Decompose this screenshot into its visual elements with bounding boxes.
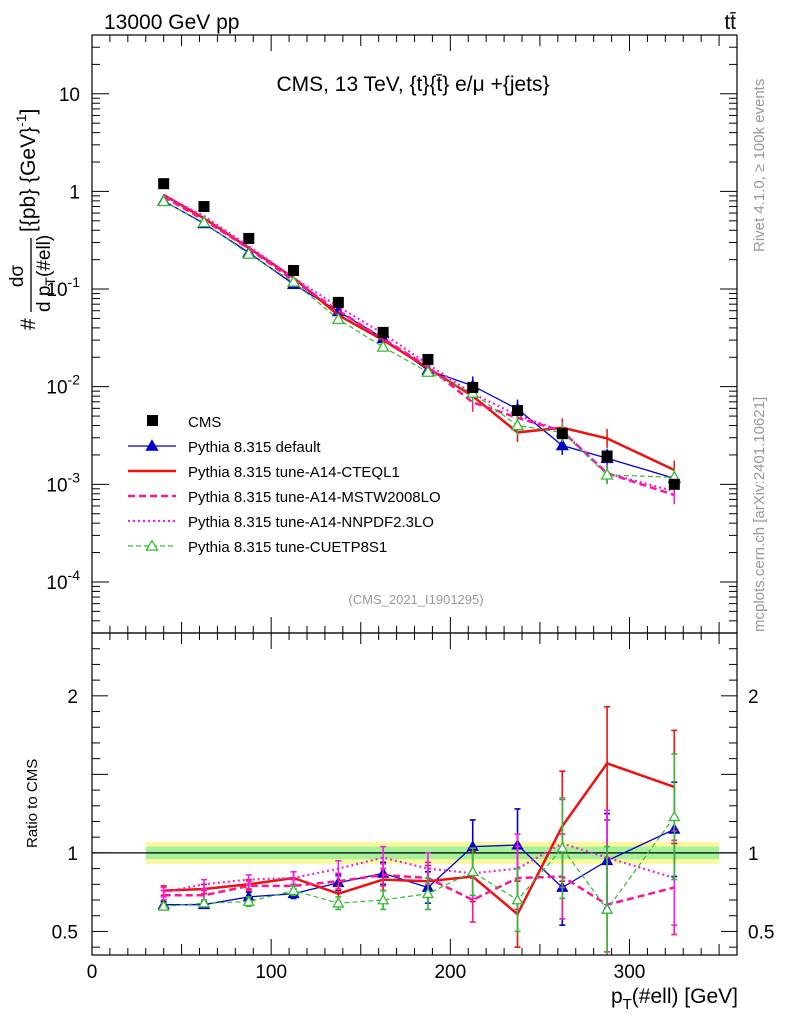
main-series-marker-5 bbox=[376, 340, 390, 352]
legend-label-3: Pythia 8.315 tune-A14-MSTW2008LO bbox=[188, 489, 441, 506]
svg-text:d pT(#ell): d pT(#ell) bbox=[34, 235, 58, 312]
main-series-line-5 bbox=[163, 200, 675, 478]
ratio-marker-4 bbox=[332, 896, 345, 908]
y-tick-label-ratio-right: 0.5 bbox=[748, 922, 774, 943]
y-tick-label-ratio-left: 1 bbox=[67, 844, 78, 865]
y-tick-label-main: 10-1 bbox=[46, 274, 80, 301]
ratio-marker-4 bbox=[511, 893, 524, 905]
ratio-marker-4 bbox=[421, 887, 435, 899]
ratio-marker-4 bbox=[242, 895, 255, 906]
y-axis-label-ratio: Ratio to CMS bbox=[24, 759, 41, 848]
main-series-marker-1 bbox=[555, 438, 569, 451]
axis-ticks: 0 100 200 300 10-4 10-3 10-2 10-1 1 10 0.5 0.5 1 1 2 2 bbox=[46, 34, 774, 983]
ratio-series-line-3 bbox=[163, 842, 675, 894]
ratio-panel-data bbox=[157, 706, 681, 955]
y-axis-label-main: # dσ d pT(#ell) [{pb} {GeV}-1] bbox=[7, 109, 58, 330]
ratio-marker-4 bbox=[600, 903, 614, 914]
legend-label-0: CMS bbox=[188, 414, 221, 431]
cms-data-point bbox=[198, 201, 210, 213]
y-tick-label-main: 10-2 bbox=[46, 372, 80, 399]
x-tick-label: 0 bbox=[87, 962, 98, 983]
x-tick-label: 100 bbox=[255, 962, 287, 983]
cms-data-point bbox=[158, 178, 170, 190]
main-series-marker-5 bbox=[197, 215, 211, 228]
svg-text:pT(#ell) [GeV]: pT(#ell) [GeV] bbox=[611, 985, 738, 1013]
legend-label-1: Pythia 8.315 default bbox=[188, 439, 321, 456]
cms-data-point bbox=[332, 296, 344, 308]
cms-data-point bbox=[243, 232, 255, 244]
x-tick-label: 300 bbox=[614, 962, 646, 983]
ratio-panel-frame bbox=[91, 632, 738, 956]
process-label: tt̄ bbox=[724, 11, 736, 34]
ratio-series-line-0 bbox=[163, 828, 675, 906]
main-series-marker-5 bbox=[157, 194, 171, 207]
x-tick-label: 200 bbox=[434, 962, 466, 983]
y-tick-label-main: 1 bbox=[69, 182, 80, 203]
ratio-marker-4 bbox=[157, 899, 170, 911]
ratio-marker-4 bbox=[287, 884, 300, 895]
legend-label-5: Pythia 8.315 tune-CUETP8S1 bbox=[188, 539, 387, 556]
legend-label-4: Pythia 8.315 tune-A14-NNPDF2.3LO bbox=[188, 514, 434, 531]
y-tick-label-main: 10-3 bbox=[46, 469, 80, 496]
cms-data-point bbox=[556, 428, 568, 440]
cms-data-point bbox=[467, 382, 479, 394]
legend-marker-1 bbox=[145, 439, 159, 451]
legend-label-2: Pythia 8.315 tune-A14-CTEQL1 bbox=[188, 464, 400, 481]
ratio-marker-4 bbox=[668, 810, 681, 822]
y-tick-label-ratio-left: 2 bbox=[67, 687, 78, 708]
ratio-uncertainty-band bbox=[92, 841, 737, 864]
y-tick-label-ratio-right: 2 bbox=[748, 687, 759, 708]
analysis-id: (CMS_2021_I1901295) bbox=[348, 592, 483, 607]
main-series-marker-5 bbox=[286, 275, 301, 287]
cms-data-point bbox=[377, 326, 389, 338]
mcplots-label: mcplots.cern.ch [arXiv:2401.10621] bbox=[751, 397, 768, 632]
legend-marker-5 bbox=[145, 539, 159, 551]
main-series-marker-5 bbox=[510, 418, 525, 431]
cms-data-point bbox=[288, 264, 300, 276]
y-tick-label-main: 10 bbox=[59, 85, 80, 106]
ratio-series-line-1 bbox=[163, 761, 675, 917]
chart-title: CMS, 13 TeV, {t}{t̄} e/μ +{jets} bbox=[276, 73, 549, 96]
svg-text:dσ: dσ bbox=[7, 265, 28, 288]
main-series-line-2 bbox=[163, 193, 675, 472]
y-tick-label-ratio-left: 0.5 bbox=[52, 922, 78, 943]
ratio-marker-4 bbox=[466, 865, 479, 877]
legend-marker-cms bbox=[147, 415, 158, 426]
main-series-marker-5 bbox=[331, 312, 345, 325]
y-tick-label-main: 10-4 bbox=[46, 567, 80, 594]
cms-data-point bbox=[668, 478, 680, 490]
x-axis-label: pT(#ell) [GeV] bbox=[611, 985, 738, 1013]
svg-text:[{pb} {GeV}-1]: [{pb} {GeV}-1] bbox=[13, 109, 40, 232]
main-series-marker-5 bbox=[242, 247, 256, 259]
y-tick-label-ratio-right: 1 bbox=[748, 844, 759, 865]
ratio-marker-4 bbox=[197, 896, 211, 908]
main-series-marker-5 bbox=[600, 468, 614, 480]
ratio-series-line-4 bbox=[163, 816, 675, 911]
energy-label: 13000 GeV pp bbox=[104, 11, 239, 34]
svg-text:#: # bbox=[17, 318, 40, 330]
main-panel-data bbox=[157, 178, 681, 505]
cms-data-point bbox=[422, 353, 434, 365]
main-series-line-3 bbox=[163, 195, 675, 497]
ratio-marker-4 bbox=[556, 841, 569, 853]
cms-data-point bbox=[601, 450, 613, 462]
rivet-version-label: Rivet 4.1.0, ≥ 100k events bbox=[751, 79, 768, 252]
cms-data-point bbox=[512, 405, 524, 417]
main-series-marker-5 bbox=[421, 365, 435, 377]
ratio-series-line-2 bbox=[163, 873, 675, 907]
ratio-marker-4 bbox=[377, 893, 390, 905]
main-series-line-4 bbox=[163, 194, 675, 493]
legend: CMS Pythia 8.315 default Pythia 8.315 tune… bbox=[128, 414, 441, 556]
